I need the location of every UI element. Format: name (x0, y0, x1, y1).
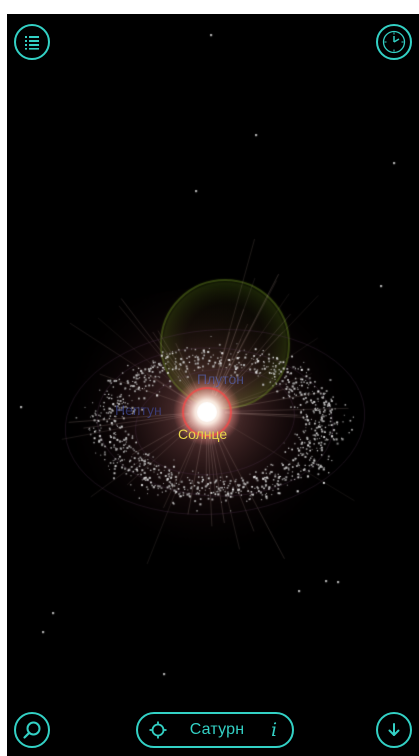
menu-button[interactable] (14, 24, 50, 60)
info-button[interactable]: i (270, 719, 278, 741)
planet-selector[interactable]: Сатурн i (136, 712, 294, 748)
center-target-button[interactable] (148, 720, 168, 740)
app-screen: Плутон Нептун Солнце (7, 14, 419, 756)
arrow-down-icon (388, 723, 400, 736)
search-icon (23, 721, 41, 739)
download-button[interactable] (376, 712, 412, 748)
clock-icon (382, 30, 406, 54)
list-icon (25, 36, 39, 50)
selected-planet-label[interactable]: Сатурн (189, 721, 245, 738)
search-button[interactable] (14, 712, 50, 748)
solar-system-view[interactable] (7, 14, 419, 756)
time-button[interactable] (376, 24, 412, 60)
crosshair-icon (149, 721, 167, 739)
